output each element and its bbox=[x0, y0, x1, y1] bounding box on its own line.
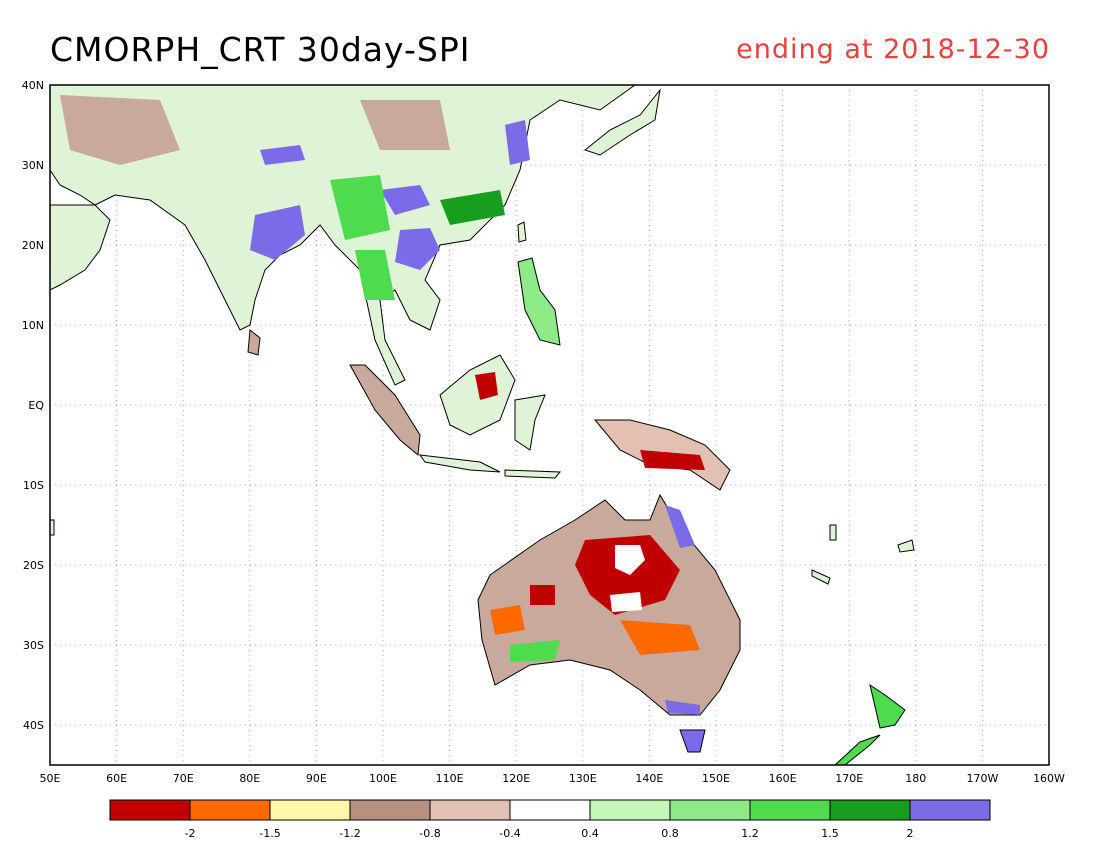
dry-patch-north-china bbox=[360, 100, 450, 150]
map-title: CMORPH_CRT 30day-SPI bbox=[50, 30, 471, 69]
lat-tick-label: EQ bbox=[28, 399, 44, 412]
lon-tick-label: 160W bbox=[1033, 772, 1065, 785]
lon-tick-label: 170W bbox=[966, 772, 998, 785]
legend-color-box bbox=[909, 799, 991, 821]
sumatra bbox=[349, 364, 421, 456]
green-patch-china bbox=[330, 175, 390, 240]
lon-tick-label: 160E bbox=[769, 772, 797, 785]
lon-tick-label: 180 bbox=[905, 772, 926, 785]
new-caledonia bbox=[811, 569, 831, 585]
lon-tick-label: 140E bbox=[635, 772, 663, 785]
java bbox=[418, 454, 501, 473]
wet-patch-tibet bbox=[260, 145, 305, 165]
taiwan bbox=[517, 221, 527, 243]
new-zealand-north bbox=[869, 683, 906, 729]
legend-color-box bbox=[109, 799, 191, 821]
lat-tick-label: 20N bbox=[22, 239, 44, 252]
lon-tick-label: 90E bbox=[306, 772, 327, 785]
lat-tick-label: 20S bbox=[23, 559, 44, 572]
wet-patch-china bbox=[380, 185, 430, 215]
legend-color-boxes bbox=[109, 799, 991, 821]
wet-patch-indochina bbox=[395, 228, 440, 270]
wet-patch-australia-east bbox=[665, 505, 695, 548]
longitude-labels: 50E 60E 70E 80E 90E 100E 110E 120E 130E 140E 150E 1… bbox=[40, 772, 1066, 785]
legend-label: 0.4 bbox=[581, 827, 599, 840]
legend-color-box bbox=[189, 799, 271, 821]
legend-color-box bbox=[429, 799, 511, 821]
date-subtitle: ending at 2018-12-30 bbox=[736, 34, 1050, 65]
legend-labels: -2 -1.5 -1.2 -0.8 -0.4 0.4 0.8 1.2 1.5 2 bbox=[185, 827, 914, 840]
japan bbox=[583, 88, 661, 156]
legend-color-box bbox=[349, 799, 431, 821]
legend-label: -0.4 bbox=[499, 827, 520, 840]
legend-label: -0.8 bbox=[419, 827, 440, 840]
legend-color-box bbox=[509, 799, 591, 821]
legend-label: -1.5 bbox=[259, 827, 280, 840]
spi-patches bbox=[60, 95, 705, 715]
white-patch-australia-2 bbox=[610, 592, 642, 612]
green-patch-south-china bbox=[440, 190, 505, 225]
lon-tick-label: 60E bbox=[106, 772, 127, 785]
lesser-sunda bbox=[504, 469, 562, 479]
legend-label: -1.2 bbox=[339, 827, 360, 840]
green-patch-australia-south bbox=[510, 640, 560, 662]
lon-tick-label: 70E bbox=[173, 772, 194, 785]
legend-color-box bbox=[269, 799, 351, 821]
lat-tick-label: 40N bbox=[22, 79, 44, 92]
wet-patch-australia-se bbox=[665, 700, 700, 715]
dry-patch-australia-central bbox=[575, 535, 680, 615]
lon-tick-label: 170E bbox=[835, 772, 863, 785]
legend-color-box bbox=[749, 799, 831, 821]
tasmania bbox=[679, 729, 706, 753]
lat-tick-label: 10N bbox=[22, 319, 44, 332]
fiji bbox=[897, 539, 915, 553]
lat-tick-label: 10S bbox=[23, 479, 44, 492]
lon-tick-label: 100E bbox=[369, 772, 397, 785]
dry-patch-new-guinea bbox=[640, 450, 705, 470]
legend-label: 1.5 bbox=[821, 827, 839, 840]
orange-patch-australia-west bbox=[490, 605, 525, 635]
legend-label: -2 bbox=[185, 827, 196, 840]
legend-color-box bbox=[589, 799, 671, 821]
white-patch-australia bbox=[615, 545, 645, 575]
latitude-labels: 40N 30N 20N 10N EQ 10S 20S 30S 40S bbox=[22, 79, 45, 732]
lon-tick-label: 130E bbox=[569, 772, 597, 785]
lon-tick-label: 120E bbox=[502, 772, 530, 785]
sulawesi bbox=[514, 394, 546, 451]
lat-tick-label: 30N bbox=[22, 159, 44, 172]
sri-lanka bbox=[247, 329, 261, 356]
philippines bbox=[517, 257, 561, 346]
legend-color-box bbox=[669, 799, 751, 821]
orange-patch-australia-east bbox=[620, 620, 700, 655]
dry-patch-central-asia bbox=[60, 95, 180, 165]
lon-tick-label: 150E bbox=[702, 772, 730, 785]
green-patch-myanmar bbox=[355, 250, 395, 300]
red-patch-australia-west bbox=[530, 585, 555, 605]
wet-patch-korea bbox=[505, 120, 530, 165]
lat-tick-label: 40S bbox=[23, 719, 44, 732]
map-frame bbox=[49, 84, 1050, 766]
lon-tick-label: 110E bbox=[436, 772, 464, 785]
lat-tick-label: 30S bbox=[23, 639, 44, 652]
wet-patch-india bbox=[250, 205, 305, 260]
arabia bbox=[49, 204, 111, 291]
borneo bbox=[439, 354, 516, 436]
legend-label: 2 bbox=[907, 827, 914, 840]
legend-label: 0.8 bbox=[661, 827, 679, 840]
legend-color-box bbox=[829, 799, 911, 821]
dry-patch-borneo bbox=[475, 372, 498, 400]
lon-tick-label: 80E bbox=[239, 772, 260, 785]
lon-tick-label: 50E bbox=[40, 772, 61, 785]
vanuatu bbox=[829, 524, 837, 541]
legend-label: 1.2 bbox=[741, 827, 759, 840]
